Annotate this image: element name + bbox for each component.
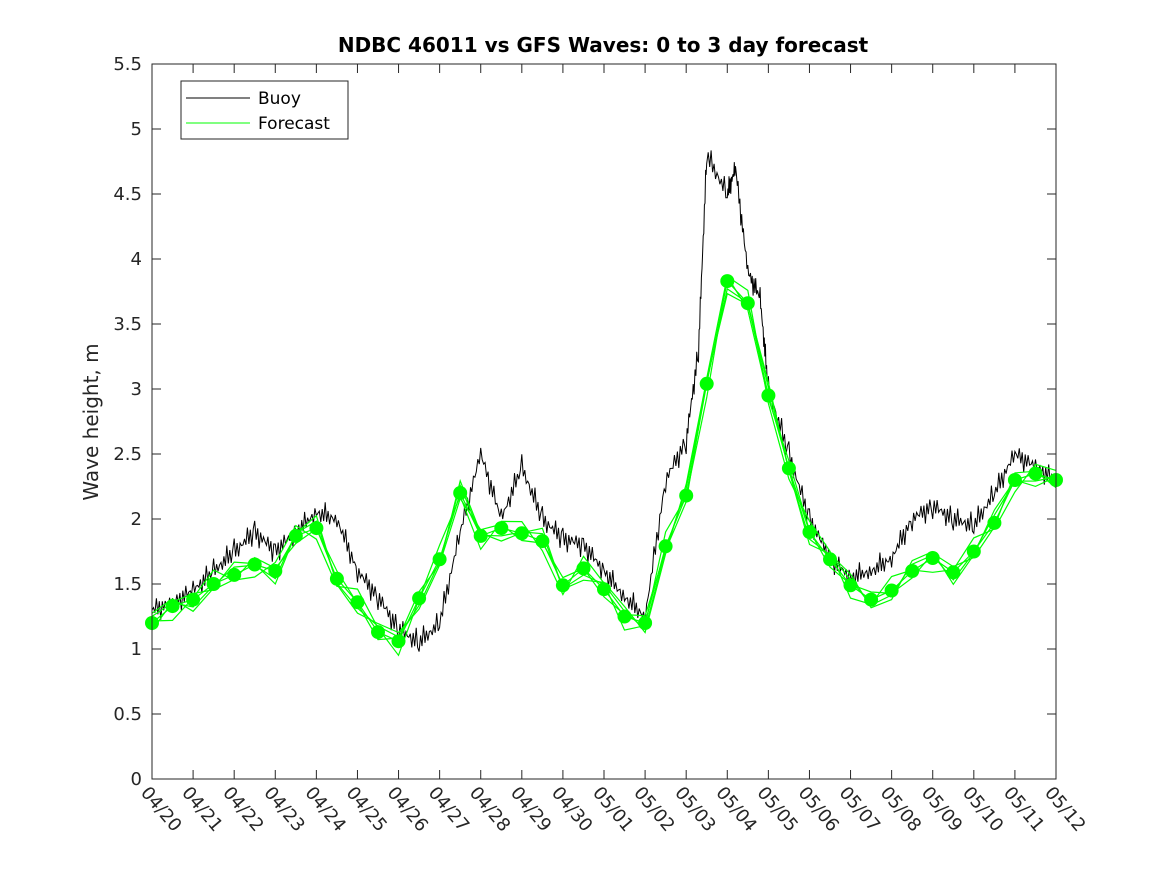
chart-title: NDBC 46011 vs GFS Waves: 0 to 3 day fore… [338,33,869,57]
forecast-point [350,595,365,610]
forecast-point [987,515,1002,530]
x-tick-label: 05/09 [917,783,966,836]
forecast-point [329,571,344,586]
x-tick-label: 05/02 [629,783,678,836]
forecast-point [535,534,550,549]
forecast-point [720,274,735,289]
forecast-point [247,557,262,572]
x-tick-label: 04/30 [547,783,596,836]
forecast-markers [145,274,1063,649]
x-tick-label: 05/08 [876,783,925,836]
x-tick-label: 05/10 [958,783,1007,836]
forecast-point [227,567,242,582]
forecast-point [1007,473,1022,487]
x-tick-label: 04/27 [424,783,473,836]
forecast-point [494,521,509,536]
forecast-point [1028,466,1043,481]
y-tick-label: 3 [131,379,142,400]
forecast-point [884,583,899,598]
forecast-point [679,488,694,503]
forecast-point [206,577,221,591]
forecast-point [966,544,981,559]
x-tick-label: 04/21 [177,783,226,836]
y-tick-label: 2 [131,509,142,530]
forecast-point [864,592,879,607]
x-tick-label: 04/28 [465,783,514,836]
forecast-point [268,564,283,578]
y-tick-label: 0 [131,769,142,790]
x-tick-label: 05/06 [794,783,843,836]
x-tick-label: 05/12 [1040,783,1089,836]
forecast-point [473,528,488,543]
forecast-point [658,539,673,554]
forecast-line-2 [151,274,1057,641]
forecast-point [453,486,468,500]
x-tick-label: 05/03 [670,783,719,836]
y-axis-label: Wave height, m [79,343,103,500]
forecast-point [843,578,858,593]
forecast-point [371,625,385,640]
x-tick-label: 05/07 [835,783,884,836]
forecast-point [802,525,817,539]
x-tick-label: 04/26 [383,783,432,836]
forecast-point [925,551,940,565]
forecast-point [946,565,961,580]
y-tick-label: 2.5 [113,444,142,465]
forecast-point [905,564,920,578]
x-tick-label: 04/24 [301,783,350,836]
y-tick-label: 5.5 [113,54,142,75]
forecast-point [823,552,837,567]
forecast-point [638,616,653,630]
y-tick-label: 4 [131,249,142,270]
y-tick-label: 4.5 [113,184,142,205]
x-tick-label: 04/23 [259,783,308,836]
forecast-point [781,461,796,476]
forecast-point [597,582,611,597]
legend-buoy-label: Buoy [258,89,301,109]
forecast-point [288,528,303,543]
forecast-point [761,388,776,403]
x-tick-label: 05/05 [753,783,802,836]
x-tick-label: 04/20 [136,783,185,836]
y-tick-label: 0.5 [113,704,142,725]
x-tick-label: 05/11 [999,783,1048,836]
forecast-point [186,592,201,607]
x-tick-label: 04/22 [218,783,267,836]
legend-box [180,80,349,140]
forecast-point [576,561,591,576]
y-tick-label: 1.5 [113,574,142,595]
forecast-point [555,578,570,593]
x-tick-label: 05/01 [588,783,637,836]
y-tick-label: 3.5 [113,314,142,335]
forecast-point [514,526,529,541]
buoy-line [151,150,1057,652]
forecast-point [432,552,447,567]
x-tick-label: 05/04 [711,783,760,836]
plot-area [152,64,1056,779]
x-tick-label: 04/29 [506,783,555,836]
forecast-point [391,634,406,649]
forecast-point [165,599,180,614]
forecast-point [740,296,755,311]
x-tick-label: 04/25 [342,783,391,836]
legend: Buoy Forecast [180,80,349,140]
forecast-point [412,591,427,606]
legend-forecast-label: Forecast [258,114,330,134]
y-tick-label: 5 [131,119,142,140]
plot-background [152,64,1056,779]
forecast-point [309,521,324,536]
forecast-point [617,609,632,624]
forecast-point [699,376,714,391]
y-tick-label: 1 [131,639,142,660]
